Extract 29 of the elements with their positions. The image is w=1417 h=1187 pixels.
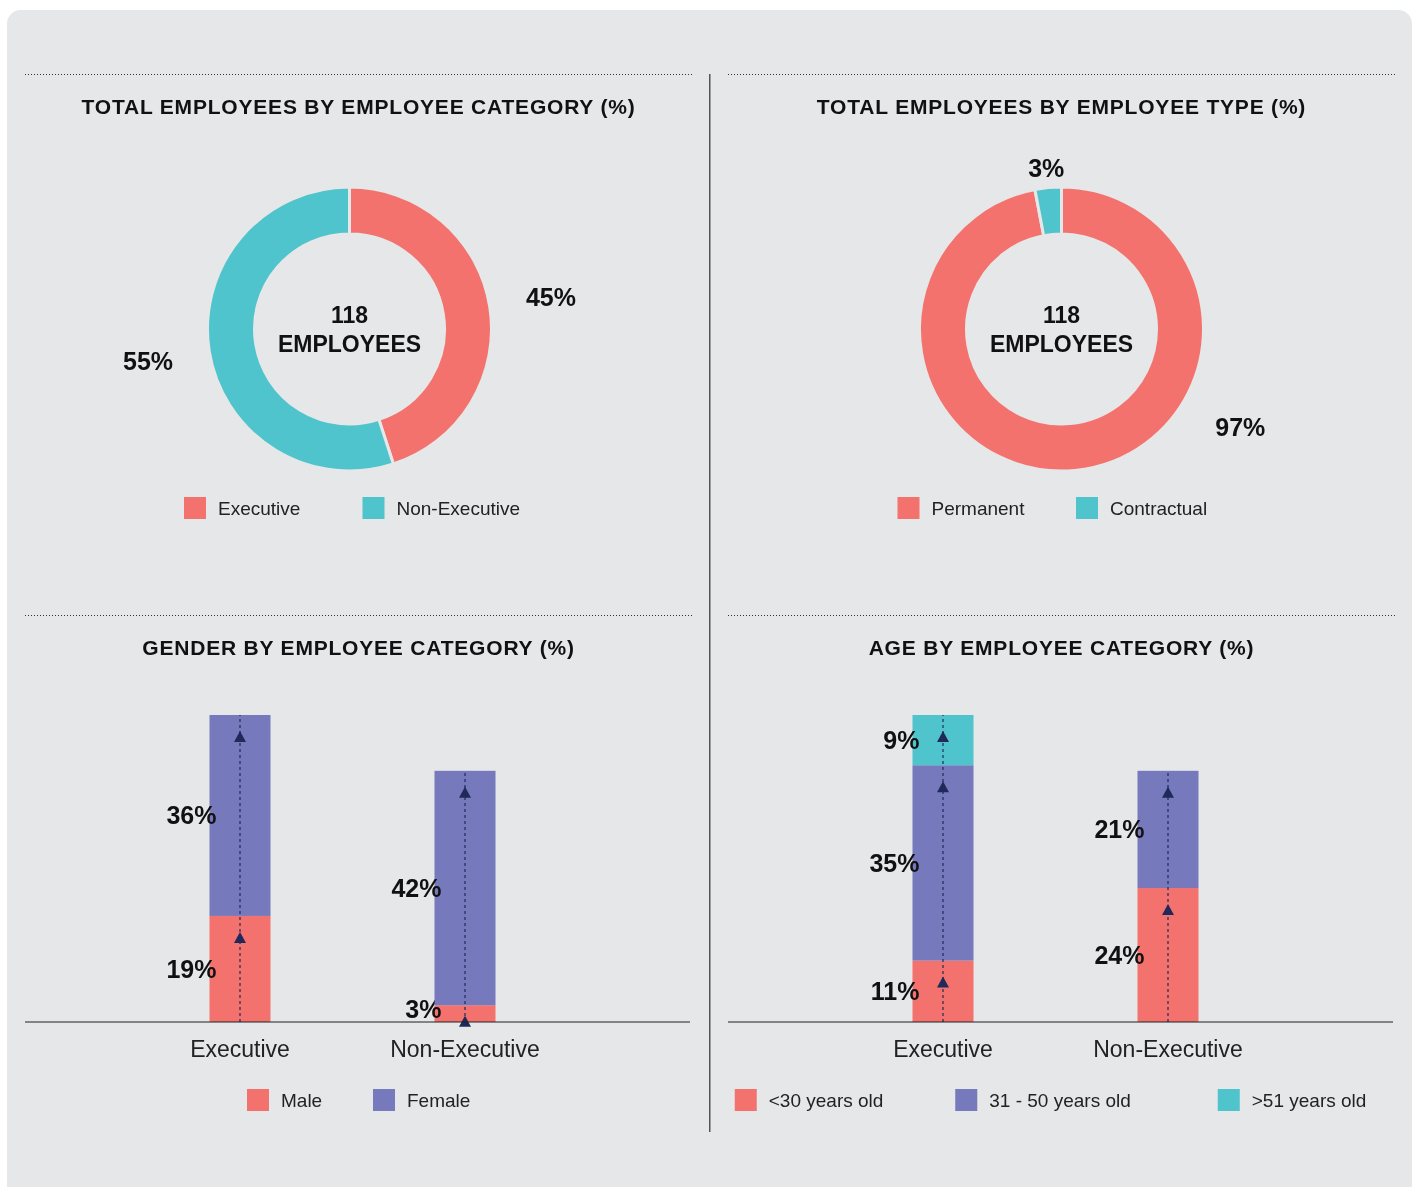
- data-label: 42%: [391, 874, 442, 903]
- donut-slice: [918, 185, 1205, 473]
- x-tick-label: Executive: [893, 1036, 993, 1062]
- legend-label: Contractual: [1110, 498, 1208, 519]
- text: 118 EMPLOYEES: [277, 301, 422, 357]
- data-label: 35%: [869, 848, 920, 877]
- data-label: 45%: [525, 283, 577, 312]
- data-label: 55%: [122, 346, 174, 375]
- chart-title: GENDER BY EMPLOYEE CATEGORY (%): [142, 636, 575, 659]
- text: 118 EMPLOYEES: [989, 301, 1134, 357]
- legend-label: Female: [407, 1090, 471, 1111]
- data-label: 21%: [1094, 815, 1145, 844]
- legend-label: <30 years old: [768, 1090, 884, 1111]
- legend-label: Permanent: [931, 498, 1026, 519]
- data-label: 36%: [166, 801, 217, 830]
- legend-label: Executive: [218, 498, 301, 519]
- x-tick-label: Executive: [190, 1036, 290, 1062]
- legend-label: >51 years old: [1251, 1090, 1367, 1111]
- data-label: 97%: [1215, 413, 1266, 442]
- x-tick-label: Non-Executive: [390, 1036, 540, 1062]
- x-tick-label: Non-Executive: [1093, 1036, 1243, 1062]
- chart-title: TOTAL EMPLOYEES BY EMPLOYEE TYPE (%): [816, 95, 1307, 118]
- chart-title: AGE BY EMPLOYEE CATEGORY (%): [868, 636, 1255, 659]
- legend-label: 31 - 50 years old: [989, 1090, 1131, 1111]
- data-label: 3%: [1028, 153, 1065, 182]
- legend-label: Non-Executive: [396, 498, 521, 519]
- data-label: 3%: [405, 995, 442, 1023]
- legend-label: Male: [281, 1090, 323, 1111]
- chart-title: TOTAL EMPLOYEES BY EMPLOYEE CATEGORY (%): [81, 95, 636, 118]
